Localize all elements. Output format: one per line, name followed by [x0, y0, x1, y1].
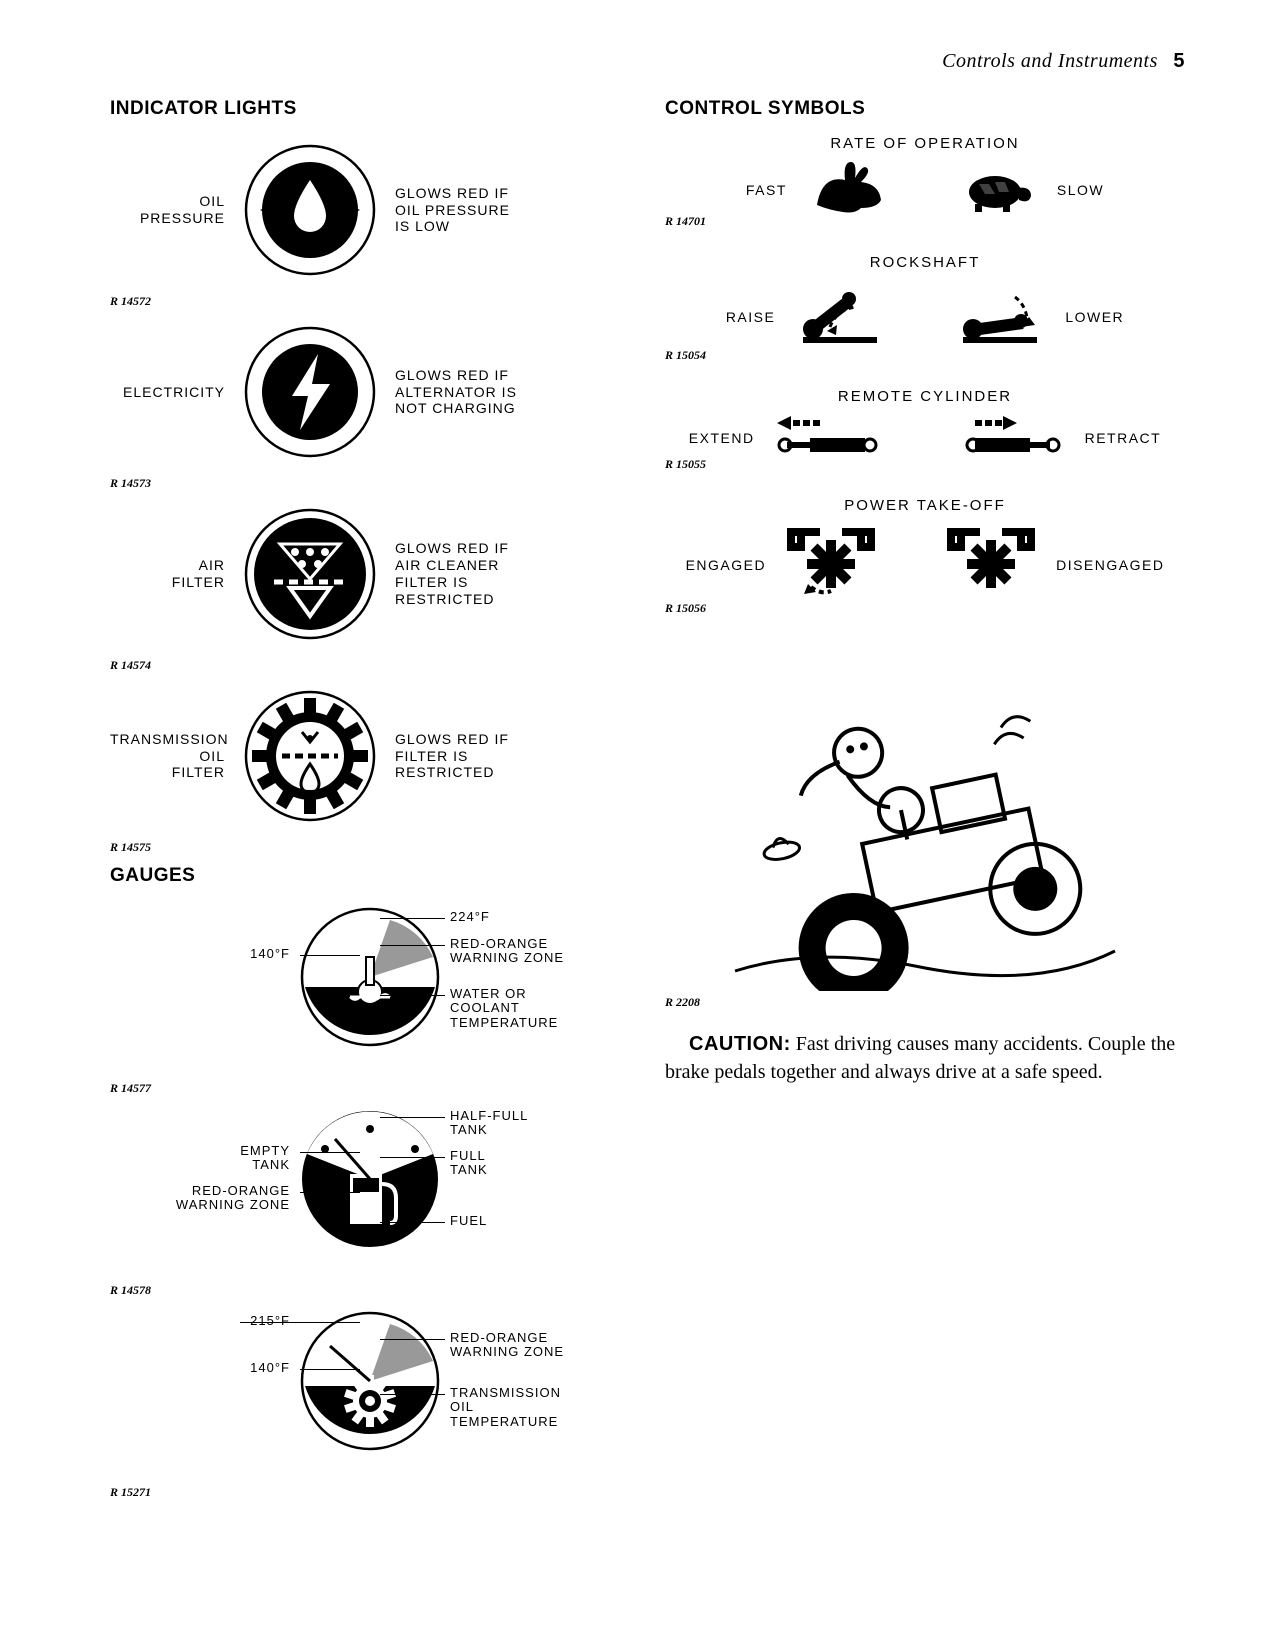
indicator-right-label: GLOWS RED IFFILTER ISRESTRICTED [385, 731, 630, 781]
figure-ref: R 15055 [665, 457, 1185, 472]
indicator-right-label: GLOWS RED IFOIL PRESSUREIS LOW [385, 185, 630, 235]
gauge-callout: RED-ORANGEWARNING ZONE [450, 1331, 564, 1360]
turtle-icon [957, 160, 1037, 220]
indicator-left-label: ELECTRICITY [110, 384, 235, 401]
indicator-left-label: TRANSMISSIONOILFILTER [110, 731, 235, 781]
control-left-label: ENGAGED [686, 557, 767, 573]
control-group: REMOTE CYLINDER EXTEND RETRACT R 15055 [665, 388, 1185, 472]
gauge-callout: FULLTANK [450, 1149, 488, 1178]
electricity-icon [235, 317, 385, 467]
control-group-title: REMOTE CYLINDER [665, 388, 1185, 405]
indicator-row: TRANSMISSIONOILFILTER GLOWS RED IFFILTER… [110, 681, 630, 831]
right-column: CONTROL SYMBOLS RATE OF OPERATION FAST S… [665, 98, 1185, 1508]
figure-ref: R 14701 [665, 214, 1185, 229]
gauge-callout: WATER ORCOOLANTTEMPERATURE [450, 987, 558, 1030]
transtemp-gauge-icon [295, 1306, 445, 1461]
control-right-label: LOWER [1065, 309, 1124, 325]
gauge-callout: EMPTYTANK [240, 1144, 290, 1173]
figure-ref: R 15271 [110, 1485, 630, 1500]
gauge-callout: FUEL [450, 1214, 487, 1228]
control-right-label: RETRACT [1085, 430, 1162, 446]
gauge-callout: 140°F [250, 1361, 290, 1375]
oil-icon [235, 135, 385, 285]
cyl_ret-icon [955, 413, 1065, 463]
indicator-lights-title: INDICATOR LIGHTS [110, 98, 630, 120]
gauge-callout: 140°F [250, 947, 290, 961]
gauge-row: 140°F 224°F RED-ORANGEWARNING ZONE WATER OR… [110, 902, 630, 1082]
control-right-label: SLOW [1057, 182, 1104, 198]
figure-ref: R 14573 [110, 476, 630, 491]
indicator-row: AIRFILTER GLOWS RED IFAIR CLEANERFILTER … [110, 499, 630, 649]
gauge-callout: RED-ORANGEWARNING ZONE [176, 1184, 290, 1213]
pto_on-icon [786, 522, 876, 607]
figure-ref: R 14578 [110, 1283, 630, 1298]
control-group: RATE OF OPERATION FAST SLOW R 14701 [665, 135, 1185, 229]
control-group: ROCKSHAFT RAISE LOWER R 15054 [665, 254, 1185, 363]
figure-ref: R 14575 [110, 840, 630, 855]
section-name: Controls and Instruments [942, 50, 1158, 72]
figure-ref: R 14574 [110, 658, 630, 673]
left-column: INDICATOR LIGHTS OILPRESSURE GLOWS RED I… [110, 98, 630, 1508]
gauge-callout: TRANSMISSIONOILTEMPERATURE [450, 1386, 561, 1429]
control-group-title: RATE OF OPERATION [665, 135, 1185, 152]
gauge-callout: HALF-FULLTANK [450, 1109, 528, 1138]
indicator-row: OILPRESSURE GLOWS RED IFOIL PRESSUREIS L… [110, 135, 630, 285]
pto_off-icon [946, 522, 1036, 607]
transfilter-icon [235, 681, 385, 831]
control-group-title: ROCKSHAFT [665, 254, 1185, 271]
rockshaft_up-icon [795, 279, 885, 354]
gauges-title: GAUGES [110, 865, 630, 887]
gauge-callout: 224°F [450, 910, 490, 924]
rabbit-icon [807, 160, 887, 220]
indicator-left-label: OILPRESSURE [110, 193, 235, 227]
caution-lead: CAUTION: [689, 1033, 791, 1055]
control-symbols-title: CONTROL SYMBOLS [665, 98, 1185, 120]
control-group-title: POWER TAKE-OFF [665, 497, 1185, 514]
rockshaft_down-icon [955, 279, 1045, 354]
figure-ref: R 14572 [110, 294, 630, 309]
gauge-callout: RED-ORANGEWARNING ZONE [450, 937, 564, 966]
caution-paragraph: CAUTION: Fast driving causes many accide… [665, 1030, 1185, 1086]
figure-ref: R 14577 [110, 1081, 630, 1096]
airfilter-icon [235, 499, 385, 649]
gauge-row: 215°F140°FRED-ORANGEWARNING ZONETRANSMIS… [110, 1306, 630, 1486]
temp-gauge-icon [295, 902, 445, 1057]
gauge-row: EMPTYTANK RED-ORANGEWARNING ZONE HALF-FULL… [110, 1104, 630, 1284]
figure-ref: R 15054 [665, 348, 1185, 363]
figure-ref: R 15056 [665, 601, 1185, 616]
indicator-right-label: GLOWS RED IFALTERNATOR ISNOT CHARGING [385, 367, 630, 417]
control-group: POWER TAKE-OFF ENGAGED DISENGAGED R 1505… [665, 497, 1185, 616]
indicator-row: ELECTRICITY GLOWS RED IFALTERNATOR ISNOT… [110, 317, 630, 467]
control-left-label: RAISE [726, 309, 776, 325]
indicator-left-label: AIRFILTER [110, 557, 235, 591]
control-left-label: FAST [746, 182, 787, 198]
page-header: Controls and Instruments 5 [110, 50, 1185, 73]
cyl_ext-icon [775, 413, 885, 463]
page-number: 5 [1173, 50, 1185, 72]
indicator-right-label: GLOWS RED IFAIR CLEANERFILTER ISRESTRICT… [385, 540, 630, 607]
fuel-gauge-icon [295, 1104, 445, 1259]
figure-ref: R 2208 [665, 995, 1185, 1010]
cartoon-illustration [665, 641, 1185, 1001]
control-left-label: EXTEND [689, 430, 755, 446]
control-right-label: DISENGAGED [1056, 557, 1164, 573]
